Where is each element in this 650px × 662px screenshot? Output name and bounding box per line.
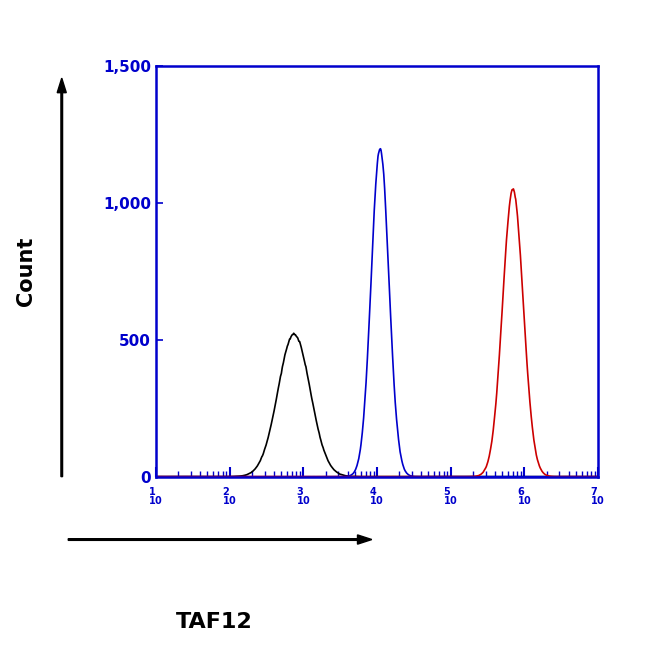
Text: TAF12: TAF12 — [176, 612, 253, 632]
Text: Count: Count — [16, 237, 36, 306]
